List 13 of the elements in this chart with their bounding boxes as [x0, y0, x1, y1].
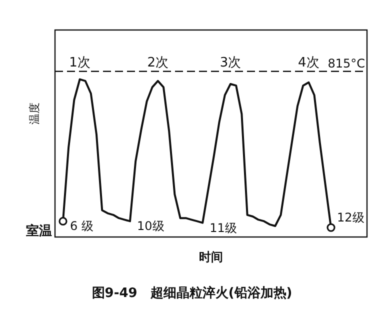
annotation: 11级 — [210, 220, 237, 235]
text: 4次 — [298, 55, 320, 70]
annotation: 6 级 — [70, 219, 94, 234]
annotation: 10级 — [137, 219, 164, 234]
ref-line-label: 815°C — [328, 56, 365, 70]
text: 图9-49 超细晶粒淬火(铅浴加热) — [92, 285, 292, 301]
text: 1次 — [69, 55, 90, 70]
text: 室温 — [26, 223, 52, 239]
text: 3次 — [220, 55, 242, 70]
x-axis-title: 时间 — [199, 250, 223, 264]
text: 12级 — [337, 210, 364, 225]
text: 2次 — [147, 55, 169, 70]
y-axis-title: 温度 — [28, 102, 41, 124]
